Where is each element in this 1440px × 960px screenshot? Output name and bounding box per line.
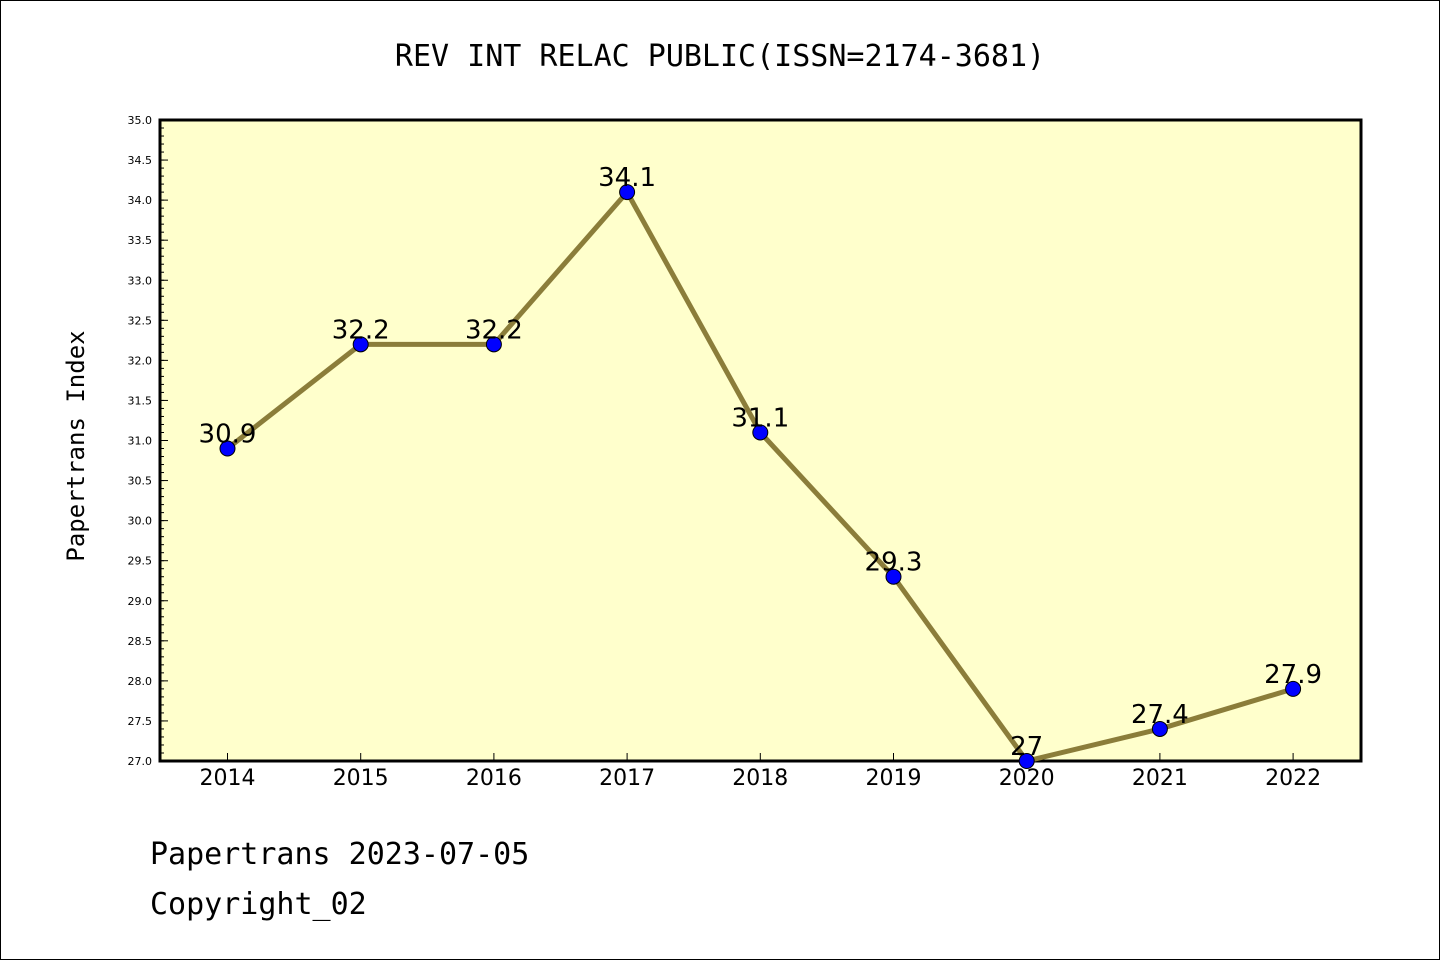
data-label-group: 30.9 32.2 32.2 34.1 31.1 29.3 27 27.4 27.9 xyxy=(199,163,1322,762)
marker-group xyxy=(219,184,1302,769)
y-tick-label: 28.5 xyxy=(128,635,153,648)
data-point xyxy=(352,336,369,353)
x-tick-label: 2019 xyxy=(866,766,922,791)
data-label: 32.2 xyxy=(332,315,390,345)
x-tick-label: 2022 xyxy=(1265,766,1321,791)
y-tick-label: 31.0 xyxy=(128,435,153,448)
y-tick-label: 29.0 xyxy=(128,595,153,608)
x-tick-label: 2016 xyxy=(466,766,522,791)
data-point xyxy=(485,336,502,353)
data-point xyxy=(1018,753,1035,769)
y-tick-label: 31.5 xyxy=(128,394,153,407)
y-tick-label: 35.0 xyxy=(128,114,153,127)
data-point xyxy=(1285,680,1302,697)
data-point xyxy=(885,568,902,585)
y-tick-label: 30.5 xyxy=(128,475,153,488)
y-tick-label: 33.5 xyxy=(128,234,153,247)
y-tick-label: 27.5 xyxy=(128,715,153,728)
x-tick-label: 2021 xyxy=(1132,766,1188,791)
y-axis-label: Papertrans Index xyxy=(62,330,90,561)
footer-date: Papertrans 2023-07-05 xyxy=(150,837,529,872)
footer-copyright: Copyright_02 xyxy=(150,887,367,922)
x-tick-label: 2020 xyxy=(999,766,1055,791)
x-tick-label: 2017 xyxy=(599,766,655,791)
y-tick-label: 27.0 xyxy=(128,755,153,768)
x-tick-label: 2018 xyxy=(732,766,788,791)
data-label: 34.1 xyxy=(598,163,656,193)
data-label: 27.4 xyxy=(1131,700,1189,730)
data-label: 29.3 xyxy=(865,548,923,578)
plot-area xyxy=(158,118,1363,763)
chart-title: REV INT RELAC PUBLIC(ISSN=2174-3681) xyxy=(395,39,1045,74)
x-tick-label: 2015 xyxy=(333,766,389,791)
y-tick-label: 34.5 xyxy=(128,154,153,167)
x-axis-ticks: 2014 2015 2016 2017 2018 2019 2020 2021 2022 xyxy=(200,753,1321,791)
data-label: 32.2 xyxy=(465,315,523,345)
data-point xyxy=(219,440,236,457)
y-tick-label: 33.0 xyxy=(128,274,153,287)
y-axis-ticks: 27.0 27.5 28.0 28.5 29.0 29.5 30.0 30.5 31.0 31.5… xyxy=(128,114,168,768)
data-point xyxy=(1151,720,1168,737)
data-point xyxy=(619,184,636,201)
y-tick-label: 30.0 xyxy=(128,515,153,528)
y-tick-label: 32.5 xyxy=(128,314,153,327)
y-tick-label: 32.0 xyxy=(128,354,153,367)
data-label: 27.9 xyxy=(1264,660,1322,690)
y-tick-label: 28.0 xyxy=(128,675,153,688)
data-label: 30.9 xyxy=(199,420,257,450)
y-tick-label: 29.5 xyxy=(128,555,153,568)
y-tick-label: 34.0 xyxy=(128,194,153,207)
data-label: 31.1 xyxy=(731,403,789,433)
data-point xyxy=(752,424,769,441)
data-label: 27 xyxy=(1010,732,1043,762)
x-tick-label: 2014 xyxy=(200,766,256,791)
